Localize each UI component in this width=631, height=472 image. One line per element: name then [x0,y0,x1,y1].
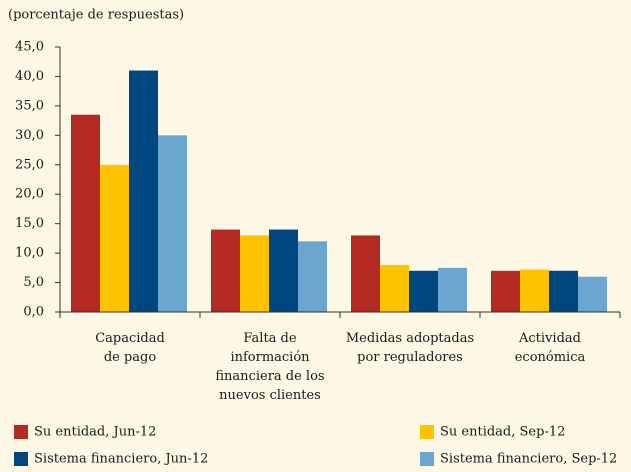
y-tick-label: 20,0 [15,187,44,202]
y-tick-label: 40,0 [15,69,44,84]
y-tick-label: 0,0 [23,305,44,320]
bar [269,229,298,312]
y-tick-label: 25,0 [15,157,44,172]
y-tick-label: 10,0 [15,246,44,261]
legend-swatch [420,425,434,439]
bar [100,164,129,312]
bar [491,270,520,312]
bar [578,276,607,312]
x-tick-label: Falta de información financiera de los nuev… [215,331,324,403]
bar [211,229,240,312]
x-tick-label: Capacidad de pago [95,331,165,365]
legend-label: Su entidad, Jun-12 [34,425,156,440]
legend-label: Sistema financiero, Jun-12 [34,452,208,467]
legend-swatch [14,452,28,466]
bar [240,235,269,312]
bar [549,270,578,312]
bar [438,267,467,312]
legend-swatch [14,425,28,439]
legend-swatch [420,452,434,466]
bar [520,269,549,312]
legend-label: Su entidad, Sep-12 [440,425,565,440]
y-tick-label: 45,0 [15,40,44,55]
bar [351,235,380,312]
legend-label: Sistema financiero, Sep-12 [440,452,617,467]
bar [380,264,409,312]
bar [409,270,438,312]
bar [71,114,100,312]
y-tick-label: 5,0 [23,275,44,290]
bar [158,135,187,312]
y-tick-label: 35,0 [15,98,44,113]
chart-subtitle: (porcentaje de respuestas) [8,8,184,23]
y-tick-label: 15,0 [15,216,44,231]
bar [129,70,158,312]
x-tick-label: Actividad económica [515,331,586,365]
x-tick-label: Medidas adoptadas por reguladores [346,331,474,365]
y-tick-label: 30,0 [15,128,44,143]
bar [298,241,327,312]
